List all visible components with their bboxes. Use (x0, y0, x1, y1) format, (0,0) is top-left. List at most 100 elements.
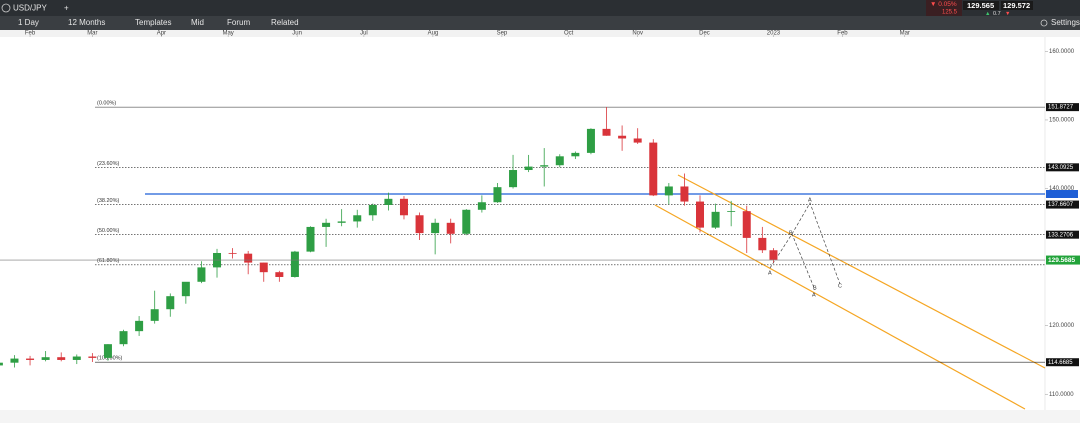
top-bar (0, 0, 1080, 16)
x-tick-label: 2023 (767, 31, 781, 37)
candle-body (103, 344, 112, 358)
candle-body (649, 142, 658, 196)
settings-icon[interactable] (1040, 19, 1048, 27)
candle-body (399, 198, 408, 216)
x-tick-label: Jul (360, 31, 368, 37)
forum-button[interactable]: Forum (227, 18, 250, 27)
y-tick-label: 160.0000 (1049, 49, 1075, 55)
templates-button[interactable]: Templates (135, 18, 171, 27)
candle-body (197, 267, 206, 282)
spread-down: ▼ (1005, 11, 1010, 17)
fib-price-box (1046, 358, 1079, 367)
candle-body (259, 262, 268, 273)
spread: 0.7 (993, 11, 1001, 17)
change-box (926, 0, 962, 16)
candle-body (586, 128, 595, 153)
ask[interactable]: 129.572 (1003, 1, 1030, 10)
x-tick-label: May (222, 31, 233, 37)
ask-box[interactable] (1001, 1, 1033, 10)
fib-label: (100.00%) (97, 356, 123, 362)
candle-body (758, 237, 767, 251)
fib-price-box (1046, 230, 1079, 239)
candle-body (415, 215, 424, 234)
candle-body (181, 281, 190, 297)
interval[interactable]: 1 Day (18, 18, 39, 27)
candle-body (244, 253, 253, 263)
pattern-label: A (808, 197, 812, 203)
candle-body (135, 320, 144, 332)
related-button[interactable]: Related (271, 18, 299, 27)
y-tick-label: 120.0000 (1049, 323, 1075, 329)
candle-body (119, 331, 128, 345)
candle-body (41, 357, 50, 360)
pattern-label: A (768, 270, 772, 276)
x-tick-label: Sep (497, 31, 508, 37)
candle-body (306, 226, 315, 252)
candle-body (88, 356, 97, 358)
fib-price-label: 143.0925 (1048, 165, 1074, 171)
candle-body (0, 362, 3, 366)
fib-price-label: 114.6685 (1048, 360, 1073, 366)
candle-body (711, 211, 720, 228)
add-tab[interactable]: + (64, 4, 69, 13)
candle-body (618, 135, 627, 139)
fib-label: (23.60%) (97, 161, 119, 167)
time-axis (0, 30, 1080, 37)
candle-body (322, 222, 331, 227)
candle-body (10, 358, 19, 363)
candle-body (727, 211, 736, 212)
candle-body (462, 209, 471, 234)
mid-button[interactable]: Mid (191, 18, 204, 27)
symbol[interactable]: USD/JPY (13, 4, 47, 13)
x-tick-label: Feb (837, 31, 848, 37)
plot-area (0, 37, 1080, 410)
last-price-box (1046, 255, 1080, 265)
candle-body (150, 309, 159, 321)
fib-label: (50.00%) (97, 228, 119, 234)
info-icon[interactable] (1, 3, 11, 13)
fib-price-label: 151.8727 (1048, 105, 1074, 111)
fib-price-box (1046, 163, 1079, 172)
pattern-label: B (789, 230, 793, 236)
fib-label: (38.20%) (97, 198, 119, 204)
settings[interactable]: Settings (1051, 18, 1080, 27)
x-tick-label: Oct (564, 31, 574, 37)
candle-body (431, 222, 440, 234)
candle-body (664, 186, 673, 196)
fib-price-label: 133.2706 (1048, 232, 1074, 238)
change: ▼ 0.05% (930, 1, 957, 8)
candle-body (509, 170, 518, 188)
fib-label: (61.80%) (97, 258, 119, 264)
candle-body (26, 358, 35, 360)
bid-box[interactable] (963, 1, 999, 10)
range[interactable]: 12 Months (68, 18, 105, 27)
candle-body (602, 128, 611, 136)
x-tick-label: Aug (428, 31, 439, 37)
candle-body (493, 187, 502, 203)
candle-body (72, 356, 81, 360)
candle-body (166, 296, 175, 310)
pattern-label: B (813, 285, 817, 291)
spread-up: ▲ (985, 11, 990, 17)
channel-lower (654, 204, 1026, 410)
candle-body (384, 198, 393, 205)
pattern-2 (791, 202, 841, 285)
fib-price-box (1046, 200, 1079, 209)
tool-bar (0, 16, 1080, 30)
candle-body (696, 201, 705, 228)
candle-body (769, 250, 778, 260)
candle-body (446, 222, 455, 234)
candle-body (742, 211, 751, 238)
bid[interactable]: 129.565 (967, 1, 994, 10)
y-tick-label: 150.0000 (1049, 118, 1075, 124)
fib-price-label: 137.6607 (1048, 202, 1074, 208)
candle-body (633, 138, 642, 143)
y-tick-label: 110.0000 (1049, 392, 1074, 398)
horizontal-line-label (1046, 190, 1078, 198)
candle-body (275, 272, 284, 277)
candle-body (540, 165, 549, 167)
x-tick-label: Apr (157, 31, 166, 37)
candle-body (368, 204, 377, 216)
x-tick-label: Dec (699, 31, 710, 37)
candle-body (524, 166, 533, 171)
